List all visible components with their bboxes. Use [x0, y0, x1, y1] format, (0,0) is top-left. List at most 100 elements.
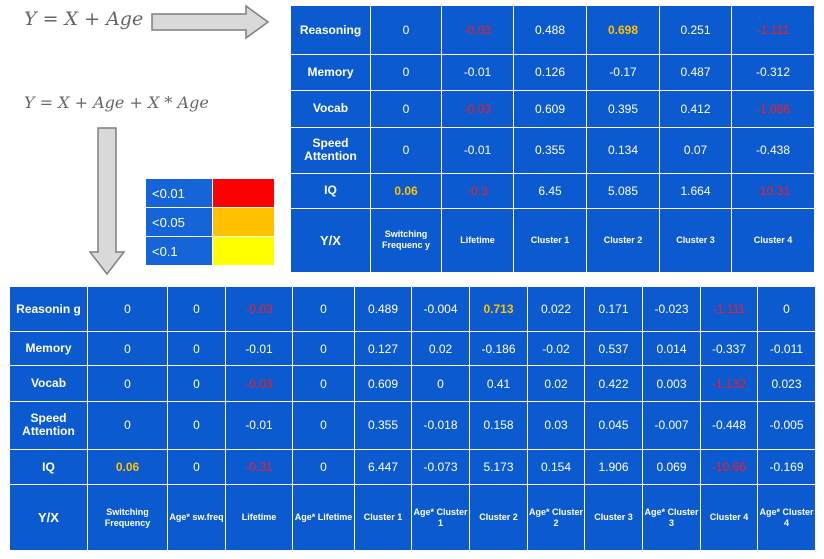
table-cell: 0.134 — [586, 126, 660, 174]
row-header: IQ — [290, 172, 371, 209]
row-header: Memory — [290, 54, 371, 91]
column-header: Age* Cluster 4 — [757, 484, 816, 551]
table-row-memory: Memory 0 0 -0.01 0 0.127 0.02 -0.186 -0.02 0.537 0… — [9, 331, 816, 367]
formula-model-1: Y = X + Age — [24, 8, 144, 30]
table-cell: 0 — [167, 331, 226, 367]
table-cell: 0.02 — [411, 331, 470, 367]
table-cell: 0.41 — [469, 365, 528, 403]
table-cell: 0.412 — [659, 89, 732, 128]
corner-label: Y/X — [290, 207, 371, 274]
column-header: Age* sw.freq — [167, 484, 226, 551]
table-cell: -1.132 — [700, 365, 758, 403]
table-row-vocab: Vocab 0 -0.03 0.609 0.395 0.412 -1.086 — [290, 89, 815, 128]
legend-label: <0.1 — [145, 236, 213, 266]
table-cell: 5.085 — [586, 172, 660, 209]
column-header: Cluster 4 — [700, 484, 758, 551]
table-row-speed-attention: Speed Attention 0 0 -0.01 0 0.355 -0.018 0.158 0… — [9, 401, 816, 450]
table-cell: -10.66 — [700, 448, 758, 486]
table-cell: -0.023 — [642, 285, 701, 333]
table-cell: -0.448 — [700, 401, 758, 450]
table-cell: 1.664 — [659, 172, 732, 209]
column-header: Cluster 2 — [586, 207, 660, 274]
table-cell: 0.03 — [527, 401, 585, 450]
table-cell: -0.01 — [441, 126, 514, 174]
table-cell: 0.158 — [469, 401, 528, 450]
column-header: Age* Cluster 3 — [642, 484, 701, 551]
table-cell: -0.438 — [731, 126, 815, 174]
table-cell: -0.018 — [411, 401, 470, 450]
table-cell: -0.17 — [586, 54, 660, 91]
row-header: Speed Attention — [9, 401, 88, 450]
column-header: Cluster 4 — [731, 207, 815, 274]
table-cell: -10.31 — [731, 172, 815, 209]
table-cell: 0.127 — [354, 331, 412, 367]
row-header: Speed Attention — [290, 126, 371, 174]
column-header: Cluster 1 — [354, 484, 412, 551]
table-cell: 0.02 — [527, 365, 585, 403]
table-row-vocab: Vocab 0 0 -0.03 0 0.609 0 0.41 0.02 0.422 0.003 -1.… — [9, 365, 816, 403]
table-cell: 0 — [167, 365, 226, 403]
table-cell: -0.02 — [527, 331, 585, 367]
table-cell: -0.169 — [757, 448, 816, 486]
table-cell: 0 — [292, 331, 355, 367]
table-cell: 0 — [757, 285, 816, 333]
row-header: Vocab — [290, 89, 371, 128]
row-header: Memory — [9, 331, 88, 367]
table-cell: 0 — [370, 89, 442, 128]
table-cell: 0 — [292, 285, 355, 333]
table-cell: 1.906 — [584, 448, 643, 486]
corner-label: Y/X — [9, 484, 88, 551]
table-cell: 0.022 — [527, 285, 585, 333]
table-cell: -0.186 — [469, 331, 528, 367]
table-cell: 0.126 — [513, 54, 587, 91]
column-header: Age* Cluster 1 — [411, 484, 470, 551]
table-cell: 0.07 — [659, 126, 732, 174]
legend-row: <0.1 — [145, 236, 275, 266]
table-cell: 0.003 — [642, 365, 701, 403]
table-cell: 0 — [167, 285, 226, 333]
table-cell: -1.111 — [700, 285, 758, 333]
results-table-model-2: Reasonin g 0 0 -0.03 0 0.489 -0.004 0.713 0.022 0… — [9, 285, 816, 551]
table-cell: -0.312 — [731, 54, 815, 91]
table-row-reasoning: Reasoning 0 -0.03 0.488 0.698 0.251 -1.111 — [290, 4, 815, 56]
table-cell: -0.3 — [441, 172, 514, 209]
table-cell: 0 — [370, 126, 442, 174]
formula-model-2: Y = X + Age + X * Age — [24, 93, 209, 112]
legend-swatch — [212, 236, 275, 266]
table-cell: 0.537 — [584, 331, 643, 367]
table-cell: 0 — [167, 448, 226, 486]
table-cell: -0.01 — [441, 54, 514, 91]
column-header: Cluster 2 — [469, 484, 528, 551]
table-cell: -0.01 — [225, 331, 293, 367]
table-cell: -1.111 — [731, 4, 815, 56]
table-cell: 0.355 — [354, 401, 412, 450]
table-cell: 0.251 — [659, 4, 732, 56]
table-cell: 5.173 — [469, 448, 528, 486]
table-cell: -0.007 — [642, 401, 701, 450]
table-cell: 0 — [370, 4, 442, 56]
results-table-model-1: Reasoning 0 -0.03 0.488 0.698 0.251 -1.111 Memo… — [290, 4, 815, 274]
table-cell: 0.06 — [87, 448, 168, 486]
table-cell: -0.03 — [225, 365, 293, 403]
table-row-reasonin-g: Reasonin g 0 0 -0.03 0 0.489 -0.004 0.713 0.022 0… — [9, 285, 816, 333]
table-cell: 0.488 — [513, 4, 587, 56]
row-header: Reasoning — [290, 4, 371, 56]
legend-swatch — [212, 178, 275, 208]
table-header-row: Y/X Switching Frequency Age* sw.freq Lifeti… — [9, 484, 816, 551]
table-cell: 0.045 — [584, 401, 643, 450]
legend-row: <0.01 — [145, 178, 275, 208]
column-header: Age* Lifetime — [292, 484, 355, 551]
column-header: Cluster 3 — [584, 484, 643, 551]
table-row-iq: IQ 0.06 0 -0.31 0 6.447 -0.073 5.173 0.154 1.906 0… — [9, 448, 816, 486]
table-cell: -0.31 — [225, 448, 293, 486]
column-header: Lifetime — [441, 207, 514, 274]
table-cell: 0 — [87, 331, 168, 367]
arrow-down-icon — [88, 127, 126, 276]
table-cell: 0.698 — [586, 4, 660, 56]
table-cell: -0.03 — [441, 89, 514, 128]
table-cell: 0 — [370, 54, 442, 91]
table-cell: 0.154 — [527, 448, 585, 486]
table-cell: 0.171 — [584, 285, 643, 333]
table-cell: 0.06 — [370, 172, 442, 209]
legend-label: <0.05 — [145, 207, 213, 237]
